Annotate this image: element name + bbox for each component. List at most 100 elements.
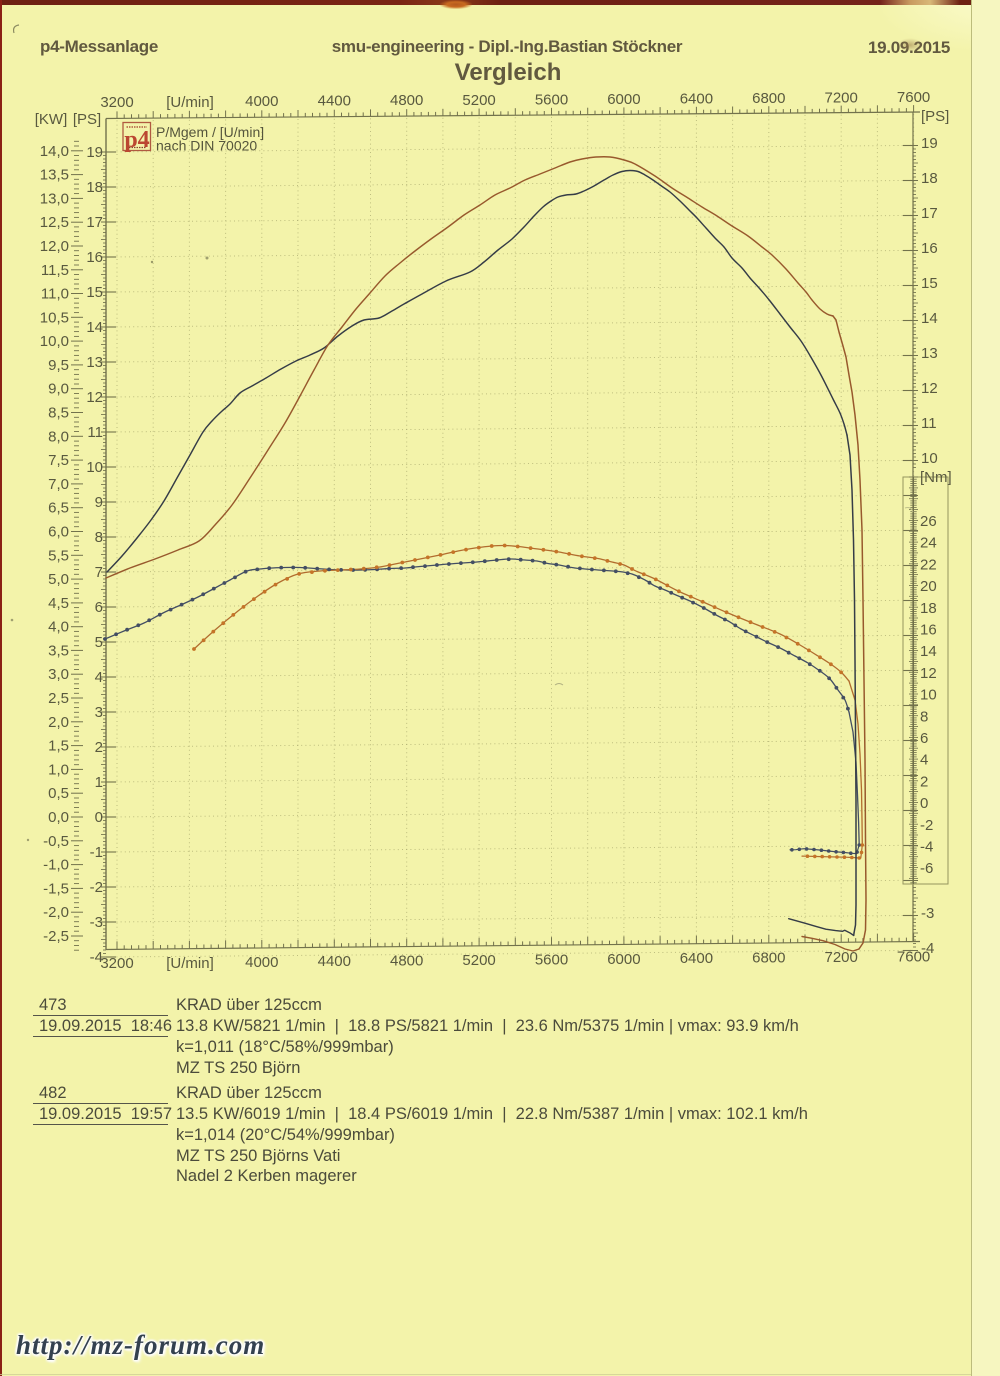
svg-text:5: 5 <box>95 634 103 651</box>
svg-text:2,0: 2,0 <box>48 714 69 731</box>
svg-text:6000: 6000 <box>607 91 640 108</box>
svg-text:18: 18 <box>86 179 103 196</box>
svg-text:[PS]: [PS] <box>921 108 949 125</box>
svg-text:16: 16 <box>86 249 103 266</box>
svg-text:7: 7 <box>95 564 103 581</box>
svg-text:-1: -1 <box>90 844 103 861</box>
svg-text:11,5: 11,5 <box>41 262 69 279</box>
svg-text:-2: -2 <box>920 817 933 834</box>
svg-text:6: 6 <box>920 730 928 747</box>
svg-text:-3: -3 <box>921 905 934 922</box>
svg-text:5200: 5200 <box>462 952 495 969</box>
svg-text:6800: 6800 <box>752 950 785 967</box>
svg-text:5200: 5200 <box>462 92 495 109</box>
svg-text:10: 10 <box>920 687 937 704</box>
svg-text:8,5: 8,5 <box>48 405 69 422</box>
svg-text:12: 12 <box>921 380 938 397</box>
svg-text:19: 19 <box>86 144 103 161</box>
svg-text:11: 11 <box>87 424 103 441</box>
svg-text:0: 0 <box>95 809 103 826</box>
svg-text:[Nm]: [Nm] <box>920 469 952 486</box>
svg-text:16: 16 <box>921 240 938 257</box>
svg-text:10,5: 10,5 <box>40 309 69 326</box>
svg-text:18: 18 <box>920 600 937 617</box>
svg-text:5600: 5600 <box>535 951 568 968</box>
svg-text:4,5: 4,5 <box>48 595 69 612</box>
svg-text:8,0: 8,0 <box>48 428 69 445</box>
svg-text:2: 2 <box>95 739 103 756</box>
svg-text:12,5: 12,5 <box>40 214 69 231</box>
svg-text:24: 24 <box>920 535 937 552</box>
svg-text:-2: -2 <box>90 879 103 896</box>
svg-text:13,5: 13,5 <box>40 167 69 184</box>
svg-text:14: 14 <box>86 319 103 336</box>
svg-text:4400: 4400 <box>318 953 351 970</box>
svg-text:3200: 3200 <box>100 955 133 972</box>
svg-text:-6: -6 <box>920 860 933 877</box>
svg-text:22: 22 <box>920 556 937 573</box>
svg-text:-2,0: -2,0 <box>43 904 69 921</box>
svg-text:9: 9 <box>95 494 103 511</box>
svg-text:2,5: 2,5 <box>48 690 69 707</box>
svg-text:6800: 6800 <box>752 90 785 107</box>
svg-text:14: 14 <box>920 643 937 660</box>
svg-text:6: 6 <box>95 599 103 616</box>
svg-text:6000: 6000 <box>607 951 640 968</box>
svg-text:17: 17 <box>86 214 103 231</box>
svg-text:-4: -4 <box>920 839 933 856</box>
svg-text:7,5: 7,5 <box>48 452 69 469</box>
svg-text:5,5: 5,5 <box>48 547 69 564</box>
svg-text:12: 12 <box>920 665 937 682</box>
svg-text:3200: 3200 <box>100 94 133 111</box>
svg-text:7200: 7200 <box>825 949 858 966</box>
svg-text:4: 4 <box>95 669 103 686</box>
svg-text:-1,0: -1,0 <box>43 857 69 874</box>
svg-text:p4: p4 <box>124 127 149 153</box>
svg-text:11: 11 <box>921 415 937 432</box>
svg-text:14,0: 14,0 <box>40 143 69 160</box>
svg-text:26: 26 <box>920 513 937 530</box>
svg-text:11,0: 11,0 <box>41 286 69 303</box>
svg-text:13: 13 <box>86 354 103 371</box>
svg-text:1: 1 <box>95 774 103 791</box>
svg-text:4800: 4800 <box>390 92 423 109</box>
svg-text:1,5: 1,5 <box>48 738 69 755</box>
svg-text:4,0: 4,0 <box>48 619 69 636</box>
svg-text:19: 19 <box>921 135 938 152</box>
svg-text:4400: 4400 <box>318 93 351 110</box>
svg-text:18: 18 <box>921 170 938 187</box>
svg-text:0,0: 0,0 <box>48 809 69 826</box>
svg-text:[U/min]: [U/min] <box>166 94 214 111</box>
svg-text:5,0: 5,0 <box>48 571 69 588</box>
svg-text:P/Mgem / [U/min]: P/Mgem / [U/min] <box>156 124 264 140</box>
svg-text:6,0: 6,0 <box>48 524 69 541</box>
svg-text:7600: 7600 <box>897 949 930 966</box>
svg-text:10: 10 <box>921 450 938 467</box>
svg-text:16: 16 <box>920 622 937 639</box>
svg-text:15: 15 <box>921 275 938 292</box>
svg-text:3: 3 <box>95 704 103 721</box>
svg-text:6,5: 6,5 <box>48 500 69 517</box>
svg-text:8: 8 <box>95 529 103 546</box>
svg-text:9,0: 9,0 <box>48 381 69 398</box>
svg-text:-4: -4 <box>921 940 934 957</box>
svg-text:5600: 5600 <box>535 91 568 108</box>
svg-text:8: 8 <box>920 708 928 725</box>
svg-text:6400: 6400 <box>680 90 713 107</box>
svg-text:7600: 7600 <box>897 89 930 106</box>
svg-text:13,0: 13,0 <box>40 190 69 207</box>
svg-text:3,5: 3,5 <box>48 642 69 659</box>
svg-text:-2,5: -2,5 <box>43 928 69 945</box>
svg-text:[KW]: [KW] <box>35 111 68 128</box>
svg-text:12,0: 12,0 <box>40 238 69 255</box>
svg-text:-1,5: -1,5 <box>43 880 69 897</box>
svg-text:-3: -3 <box>90 914 103 931</box>
svg-text:20: 20 <box>920 578 937 595</box>
svg-text:15: 15 <box>86 284 103 301</box>
svg-text:nach DIN 70020: nach DIN 70020 <box>156 138 257 154</box>
svg-text:0,5: 0,5 <box>48 785 69 802</box>
svg-text:-4: -4 <box>90 949 103 966</box>
svg-text:10: 10 <box>86 459 103 476</box>
svg-text:[PS]: [PS] <box>73 111 101 128</box>
svg-text:12: 12 <box>86 389 103 406</box>
